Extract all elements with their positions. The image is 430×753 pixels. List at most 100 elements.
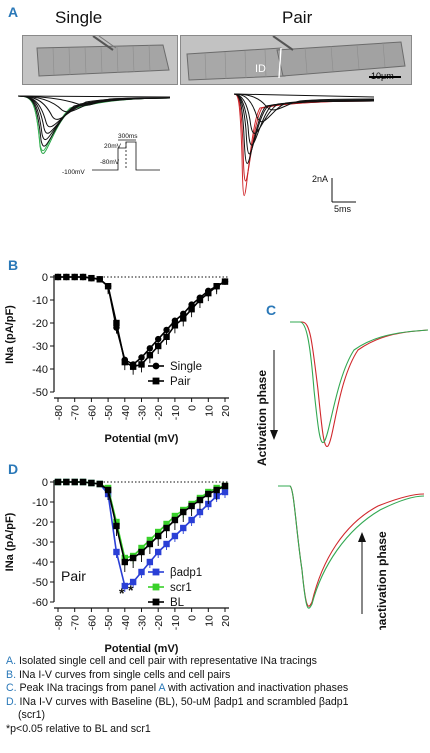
single-cell-micrograph <box>22 35 178 85</box>
x-tick-label: 20 <box>220 615 232 627</box>
caption-line-b: B. INa I-V curves from single cells and … <box>6 669 430 683</box>
data-point-adp1 <box>129 578 137 586</box>
x-tick-label: -80 <box>53 615 65 630</box>
y-tick-label: 0 <box>42 477 48 489</box>
y-tick-label: -50 <box>32 577 48 589</box>
data-point-scr1 <box>138 544 145 552</box>
data-point-bl <box>205 490 212 498</box>
data-point-pair <box>88 274 95 282</box>
data-point-bl <box>88 479 95 487</box>
data-point-scr1 <box>163 520 170 528</box>
data-point-bl <box>71 478 78 486</box>
caption-letter-d: D. <box>6 695 17 708</box>
caption-letter-c: C. <box>6 682 17 695</box>
single-trace-10 <box>17 95 171 98</box>
data-point-scr1 <box>113 518 120 526</box>
y-tick-label: -20 <box>32 517 48 529</box>
caption-line-footnote: *p<0.05 relative to BL and scr1 <box>6 722 151 735</box>
caption-text-a: Isolated single cell and cell pair with … <box>16 655 317 667</box>
x-tick-label: -70 <box>70 615 82 630</box>
y-tick-label: -40 <box>32 364 48 376</box>
activation-arrow-head <box>270 430 278 440</box>
data-point-bl <box>155 532 162 540</box>
data-point-pair <box>96 276 103 283</box>
caption-text-c-hl: A <box>158 682 165 695</box>
data-point-single <box>138 354 145 361</box>
activation-traces <box>290 321 429 447</box>
y-axis-label: INa (pA/pF) <box>4 305 16 364</box>
data-point-scr1 <box>155 528 162 536</box>
data-point-pair <box>213 283 220 290</box>
protocol-hold-label: -80mV <box>100 159 120 166</box>
figure-caption: A. Isolated single cell and cell pair wi… <box>6 655 430 737</box>
pair-trace-9 <box>233 93 375 98</box>
legend-label-bl: BL <box>170 597 185 609</box>
pair-trace-6 <box>233 93 375 134</box>
caption-text-d: INa I-V curves with Baseline (BL), 50-uM… <box>16 695 349 708</box>
cell-pair-micrograph: ID 10μm <box>180 35 412 85</box>
data-point-pair <box>146 352 154 359</box>
single-cell-image <box>23 36 177 84</box>
x-tick-label: 20 <box>220 405 232 417</box>
single-cell-current-traces: 300ms 20mV -80mV -100mV <box>17 95 171 176</box>
series-line-pair <box>58 276 226 368</box>
significance-star-1: * <box>119 585 125 601</box>
legend-marker-pair <box>152 377 160 385</box>
data-point-bl <box>79 478 87 486</box>
data-point-pair <box>63 273 70 281</box>
y-tick-label: -60 <box>32 597 48 609</box>
data-point-pair <box>121 358 128 366</box>
legend-marker-bl <box>152 598 160 606</box>
data-point-pair <box>155 342 162 350</box>
caption-text-b: INa I-V curves from single cells and cel… <box>16 668 231 681</box>
chart-b: 0 -10 -20 -30 -40 -50 -80 -70 -60 -50 -40 -30 -20 -10… <box>4 272 232 445</box>
data-point-bl <box>96 480 103 488</box>
data-point-adp1 <box>221 488 229 496</box>
caption-line-c: C. Peak INa tracings from panel A with a… <box>6 682 430 696</box>
data-point-scr1 <box>171 512 179 520</box>
x-tick-label: -20 <box>153 615 165 630</box>
pair-inset-label: Pair <box>61 568 86 584</box>
x-tick-label: 0 <box>187 615 199 621</box>
x-tick-label: -70 <box>70 405 82 420</box>
pair-title: Pair <box>282 8 313 27</box>
data-point-bl <box>171 516 179 524</box>
x-tick-label: -50 <box>103 405 115 420</box>
protocol-base-label: -100mV <box>62 169 85 176</box>
data-point-bl <box>196 496 204 504</box>
panel-d-label: D <box>8 461 19 477</box>
y-tick-label: -50 <box>32 387 48 399</box>
legend-label-pair: Pair <box>170 376 191 388</box>
data-point-adp1 <box>138 568 145 576</box>
x-tick-label: -80 <box>53 405 65 420</box>
pair-trace-group <box>233 93 375 196</box>
x-tick-label: -60 <box>86 615 98 630</box>
series-line-single <box>58 276 226 366</box>
caption-letter-a: A. <box>6 655 17 667</box>
y-tick-label: -10 <box>32 497 48 509</box>
data-point-single <box>146 345 154 352</box>
data-point-adp1 <box>171 532 179 540</box>
cell-pair-current-traces: 2nA 5ms <box>233 93 375 214</box>
x-tick-label: -30 <box>137 615 149 630</box>
data-point-single <box>155 335 162 343</box>
x-tick-label: 10 <box>203 405 215 417</box>
activation-red-trace <box>290 321 429 447</box>
data-point-adp1 <box>163 540 170 548</box>
data-point-bl <box>138 548 145 556</box>
x-tick-label: -20 <box>153 405 165 420</box>
data-point-bl <box>213 486 220 494</box>
legend-label-single: Single <box>170 361 202 373</box>
panel-a-label: A <box>8 4 19 20</box>
y-tick-label: -30 <box>32 537 48 549</box>
data-point-pair <box>113 319 120 327</box>
significance-star-2: * <box>128 582 134 598</box>
data-point-bl <box>54 478 62 486</box>
data-point-pair <box>180 315 187 322</box>
legend-marker-adp1 <box>152 568 160 576</box>
x-tick-label: -10 <box>170 615 182 630</box>
data-point-pair <box>71 273 78 281</box>
caption-text-c-post: with activation and inactivation phases <box>165 682 349 695</box>
x-tick-label: -50 <box>103 615 115 630</box>
data-point-adp1 <box>180 524 187 532</box>
